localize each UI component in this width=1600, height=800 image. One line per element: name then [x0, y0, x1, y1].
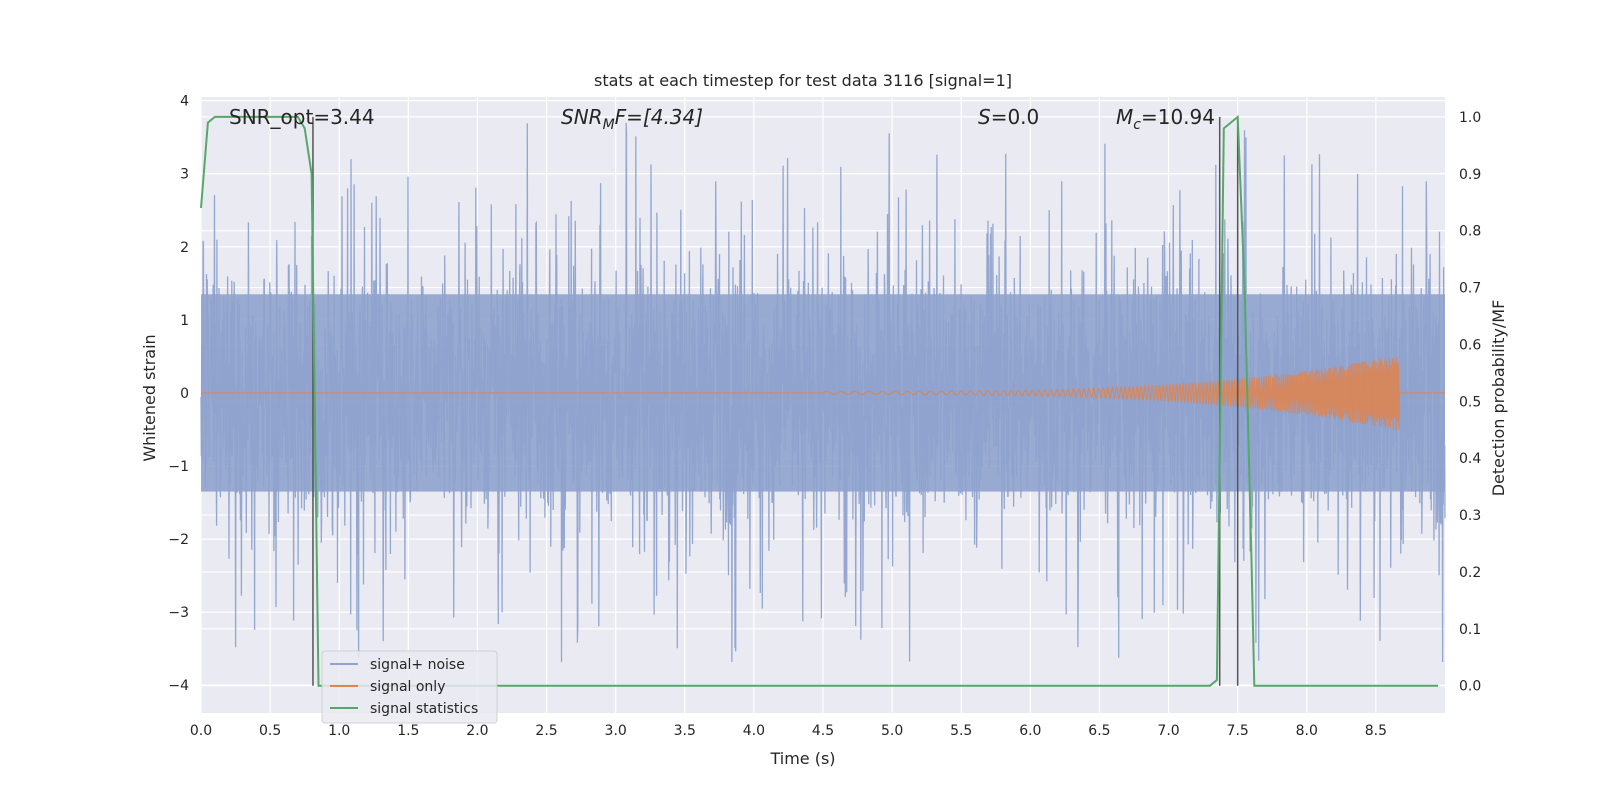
y-tick-label: −3: [168, 605, 189, 621]
x-tick-label: 1.0: [328, 723, 350, 739]
annotation-snr-mf-main: SNR: [561, 105, 603, 129]
x-axis-label: Time (s): [769, 749, 835, 768]
y2-tick-label: 0.6: [1459, 337, 1481, 353]
annotation-mc-sub: c: [1133, 117, 1141, 133]
y2-tick-label: 0.5: [1459, 394, 1481, 410]
x-tick-label: 8.5: [1365, 723, 1387, 739]
chart-title: stats at each timestep for test data 311…: [594, 71, 1012, 90]
legend-label-signal-noise: signal+ noise: [370, 657, 465, 673]
x-tick-label: 1.5: [397, 723, 419, 739]
annotation-snr-mf: SNRMF=[4.34]: [561, 105, 703, 133]
x-axis-ticks: 0.0 0.5 1.0 1.5 2.0 2.5 3.0 3.5 4.0 4.5 5.0 5.5 6.0 6…: [190, 723, 1387, 739]
x-tick-label: 2.5: [535, 723, 557, 739]
x-tick-label: 0.0: [190, 723, 212, 739]
signal-trace: [201, 356, 1445, 430]
x-tick-label: 3.5: [674, 723, 696, 739]
x-tick-label: 5.0: [881, 723, 903, 739]
series-signal-only: [201, 356, 1445, 430]
annotation-mc-main: M: [1116, 105, 1133, 129]
annotation-snr-opt: SNR_opt=3.44: [229, 105, 375, 129]
y2-tick-label: 0.0: [1459, 679, 1481, 695]
x-tick-label: 5.5: [950, 723, 972, 739]
legend-frame: [321, 650, 498, 724]
annotation-s-main: S: [978, 105, 991, 129]
y-tick-label: 1: [180, 313, 189, 329]
y2-tick-label: 0.2: [1459, 565, 1481, 581]
y-tick-label: −2: [168, 532, 189, 548]
legend: signal+ noise signal only signal statist…: [321, 650, 498, 724]
y-tick-label: −4: [168, 678, 189, 694]
y2-tick-label: 0.8: [1459, 224, 1481, 240]
x-tick-label: 2.0: [466, 723, 488, 739]
annotation-s-rest: =0.0: [991, 105, 1040, 129]
x-tick-label: 4.5: [812, 723, 834, 739]
y-tick-label: 4: [180, 94, 189, 110]
annotation-snr-mf-sub: M: [603, 117, 615, 133]
annotation-snr-mf-rest: F=[4.34]: [615, 105, 703, 129]
y2-tick-label: 0.1: [1459, 622, 1481, 638]
legend-label-signal-only: signal only: [370, 679, 445, 695]
y-tick-label: −1: [168, 459, 189, 475]
x-tick-label: 7.0: [1157, 723, 1179, 739]
y-axis-ticks: −4 −3 −2 −1 0 1 2 3 4: [168, 94, 189, 695]
x-tick-label: 4.0: [743, 723, 765, 739]
x-tick-label: 6.5: [1088, 723, 1110, 739]
y-tick-label: 0: [180, 386, 189, 402]
x-tick-label: 6.0: [1019, 723, 1041, 739]
y-axis-label: Whitened strain: [140, 334, 159, 461]
y2-axis-label: Detection probability/MF: [1489, 300, 1508, 497]
y2-tick-label: 0.3: [1459, 508, 1481, 524]
x-tick-label: 3.0: [605, 723, 627, 739]
x-tick-label: 8.0: [1296, 723, 1318, 739]
legend-label-signal-statistics: signal statistics: [370, 701, 478, 717]
y2-tick-label: 0.4: [1459, 451, 1481, 467]
annotation-mc: Mc=10.94: [1116, 105, 1215, 133]
y2-tick-label: 0.7: [1459, 281, 1481, 297]
annotation-mc-rest: =10.94: [1141, 105, 1215, 129]
y2-tick-label: 1.0: [1459, 110, 1481, 126]
y-tick-label: 3: [180, 167, 189, 183]
x-tick-label: 0.5: [259, 723, 281, 739]
y2-tick-label: 0.9: [1459, 167, 1481, 183]
y2-axis-ticks: 0.0 0.1 0.2 0.3 0.4 0.5 0.6 0.7 0.8 0.9 1.0: [1459, 110, 1481, 695]
annotation-s: S=0.0: [978, 105, 1039, 129]
y-tick-label: 2: [180, 240, 189, 256]
x-tick-label: 7.5: [1227, 723, 1249, 739]
